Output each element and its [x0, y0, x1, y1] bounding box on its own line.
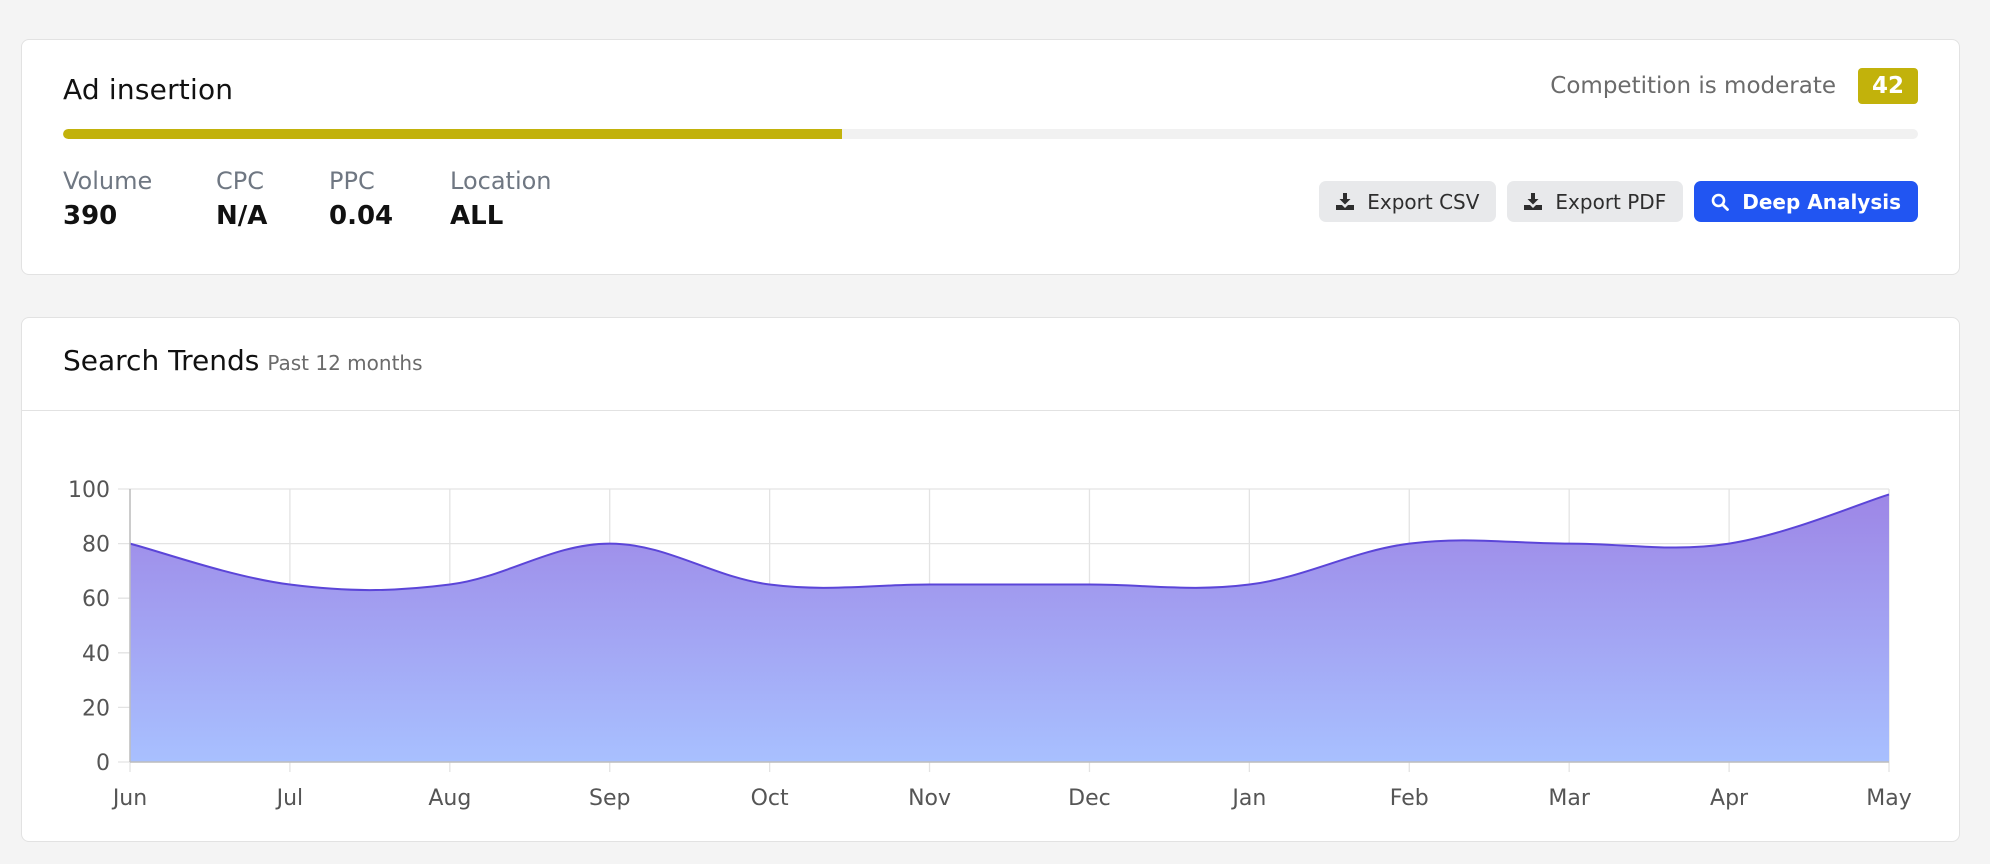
competition-score-badge: 42: [1858, 68, 1918, 104]
search-trends-header: Search Trends Past 12 months: [22, 318, 1959, 411]
x-tick-label: Nov: [908, 786, 951, 811]
metric-value: N/A: [216, 201, 268, 231]
metric-label: CPC: [216, 167, 264, 195]
metric-location: Location ALL: [450, 167, 552, 231]
metric-volume: Volume 390: [63, 167, 152, 231]
metric-value: 0.04: [329, 201, 394, 231]
keyword-summary-card: Ad insertion Competition is moderate 42 …: [21, 39, 1960, 275]
x-tick-label: Dec: [1068, 786, 1111, 811]
export-csv-button[interactable]: Export CSV: [1319, 181, 1497, 222]
metric-value: 390: [63, 201, 118, 231]
export-pdf-label: Export PDF: [1555, 189, 1667, 214]
trend-line: [129, 493, 1890, 592]
metric-label: PPC: [329, 167, 375, 195]
search-trends-chart: 0 20 40 60 80 100 Jun Jul Aug Sep Oct Nov Dec Jan Feb M…: [68, 478, 1912, 811]
metric-ppc: PPC 0.04: [329, 167, 393, 231]
x-tick-label: Aug: [428, 786, 471, 811]
deep-analysis-button[interactable]: Deep Analysis: [1694, 181, 1918, 222]
y-tick-label: 100: [68, 478, 110, 503]
search-trends-title-text: Search Trends: [63, 344, 260, 377]
keyword-title: Ad insertion: [63, 73, 234, 106]
competition-progress-fill: [63, 129, 843, 139]
metric-value: ALL: [450, 201, 504, 231]
trend-area-fill: [130, 494, 1889, 762]
search-trends-subtitle: Past 12 months: [267, 351, 423, 375]
y-tick-label: 20: [82, 696, 110, 721]
action-buttons: Export CSV Export PDF Deep Analysis: [1319, 181, 1918, 222]
competition-label: Competition is moderate: [1550, 73, 1836, 99]
x-tick-label: Jan: [1230, 786, 1266, 811]
y-tick-label: 0: [96, 751, 110, 776]
y-tick-label: 40: [82, 642, 110, 667]
x-tick-label: Jul: [275, 786, 304, 811]
download-icon: [1524, 193, 1543, 210]
x-tick-label: Oct: [751, 786, 789, 811]
x-tick-label: Jun: [111, 786, 147, 811]
search-trends-card: Search Trends Past 12 months 0 20 40 60 80 100…: [21, 317, 1960, 842]
y-tick-label: 80: [82, 533, 110, 558]
x-tick-label: Mar: [1548, 786, 1590, 811]
search-trends-title: Search Trends Past 12 months: [63, 344, 423, 377]
competition-progress-bar: [63, 129, 1918, 139]
download-icon: [1336, 193, 1355, 210]
x-tick-label: May: [1866, 786, 1911, 811]
search-icon: [1711, 193, 1730, 211]
y-tick-label: 60: [82, 587, 110, 612]
x-tick-label: Apr: [1710, 786, 1749, 811]
export-csv-label: Export CSV: [1367, 189, 1480, 214]
x-tick-label: Feb: [1390, 786, 1429, 811]
metric-label: Volume: [63, 167, 153, 195]
metric-label: Location: [450, 167, 552, 195]
deep-analysis-label: Deep Analysis: [1742, 189, 1901, 214]
metric-cpc: CPC N/A: [216, 167, 267, 231]
x-tick-label: Sep: [589, 786, 630, 811]
competition-indicator: Competition is moderate 42: [1550, 68, 1918, 104]
export-pdf-button[interactable]: Export PDF: [1507, 181, 1684, 222]
